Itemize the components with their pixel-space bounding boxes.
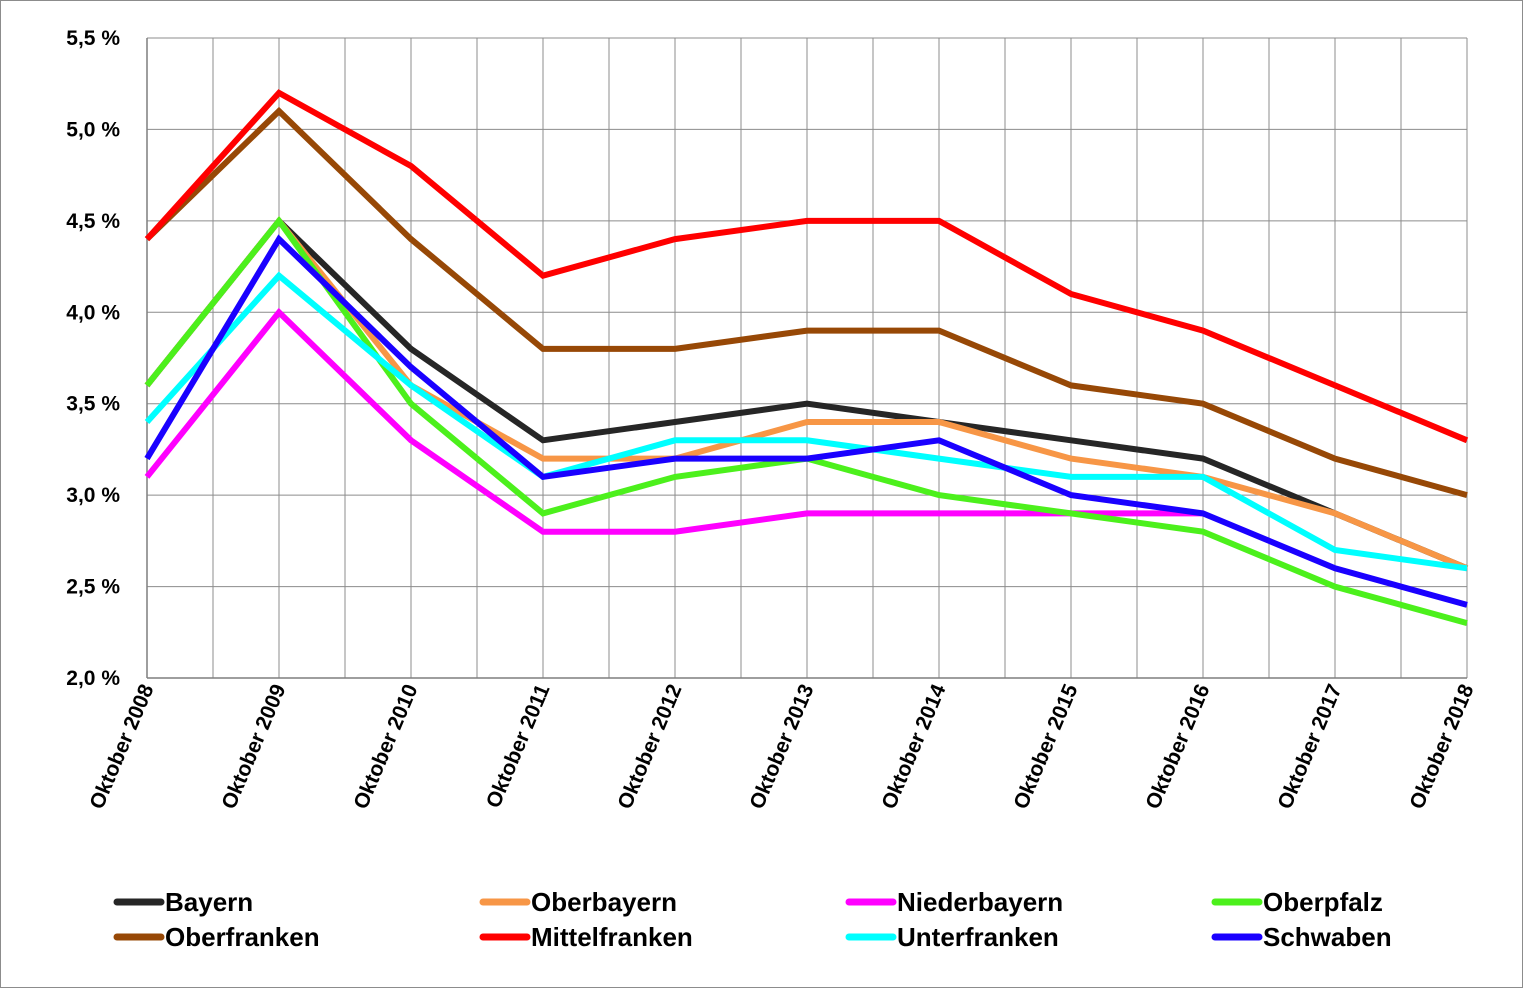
series-line-schwaben	[144, 234, 1468, 608]
x-tick-label: Oktober 2012	[613, 681, 686, 812]
legend-label-unterfranken: Unterfranken	[897, 922, 1059, 952]
x-tick-label: Oktober 2017	[1273, 681, 1346, 812]
series-line-mittelfranken	[144, 89, 1469, 444]
y-tick-label: 2,0 %	[66, 667, 120, 690]
y-tick-label: 5,0 %	[66, 118, 120, 141]
legend-label-niederbayern: Niederbayern	[897, 887, 1063, 917]
y-tick-label: 2,5 %	[66, 576, 120, 599]
legend-label-oberbayern: Oberbayern	[531, 887, 677, 917]
legend-label-oberpfalz: Oberpfalz	[1263, 887, 1383, 917]
series-line-oberfranken	[144, 106, 1468, 498]
x-tick-label: Oktober 2014	[877, 681, 950, 813]
legend-label-bayern: Bayern	[165, 887, 253, 917]
legend-label-mittelfranken: Mittelfranken	[531, 922, 693, 952]
x-tick-label: Oktober 2009	[217, 681, 290, 812]
legend-label-schwaben: Schwaben	[1263, 922, 1392, 952]
series-line-bayern	[144, 216, 1469, 572]
series-line-unterfranken	[144, 271, 1468, 572]
x-tick-label: Oktober 2015	[1009, 681, 1082, 813]
x-tick-label: Oktober 2011	[482, 681, 555, 812]
y-tick-label: 4,5 %	[66, 210, 120, 233]
legend-label-oberfranken: Oberfranken	[165, 922, 320, 952]
x-tick-label: Oktober 2018	[1405, 681, 1478, 813]
x-tick-label: Oktober 2013	[745, 681, 818, 812]
y-tick-label: 4,0 %	[66, 301, 120, 324]
grid-lines	[146, 37, 1468, 679]
series-line-niederbayern	[144, 307, 1203, 535]
y-tick-label: 3,5 %	[66, 393, 120, 416]
y-tick-label: 5,5 %	[66, 27, 120, 50]
legend: Bayern Oberbayern Niederbayern Oberpfalz Obe…	[113, 887, 1392, 952]
x-tick-label: Oktober 2010	[349, 681, 422, 812]
x-axis-ticks: Oktober 2008 Oktober 2009 Oktober 2010 Okto…	[85, 681, 1478, 813]
x-tick-label: Oktober 2016	[1141, 681, 1214, 812]
x-tick-label: Oktober 2008	[85, 681, 158, 813]
y-axis-ticks: 2,0 % 2,5 % 3,0 % 3,5 % 4,0 % 4,5 % 5,0 % 5,5 %	[66, 27, 120, 690]
series-line-oberbayern	[144, 216, 1469, 572]
y-tick-label: 3,0 %	[66, 484, 120, 507]
series-lines	[144, 89, 1469, 626]
